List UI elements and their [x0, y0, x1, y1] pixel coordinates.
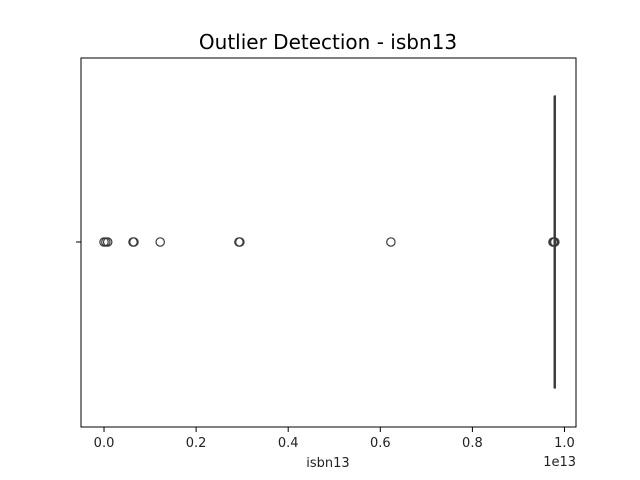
outlier-point [155, 237, 165, 247]
outlier-point [550, 237, 560, 247]
x-tick-label: 1.0 [554, 436, 575, 451]
outlier-point [129, 237, 139, 247]
x-tick-label: 0.4 [278, 436, 299, 451]
x-tick-label: 0.0 [94, 436, 115, 451]
x-axis-offset-label: 1e13 [543, 455, 576, 470]
x-tick-label: 0.2 [186, 436, 207, 451]
outlier-point [235, 237, 245, 247]
x-tick-label: 0.6 [370, 436, 391, 451]
plot-area [99, 95, 560, 389]
x-tick-label: 0.8 [462, 436, 483, 451]
x-axis-ticks: 0.0 0.2 0.4 0.6 0.8 1.0 [94, 427, 575, 451]
x-axis-label: isbn13 [306, 456, 349, 471]
axes-frame [80, 57, 577, 428]
outlier-point [102, 237, 113, 247]
outlier-point [386, 237, 396, 247]
chart-title: Outlier Detection - isbn13 [199, 30, 457, 54]
